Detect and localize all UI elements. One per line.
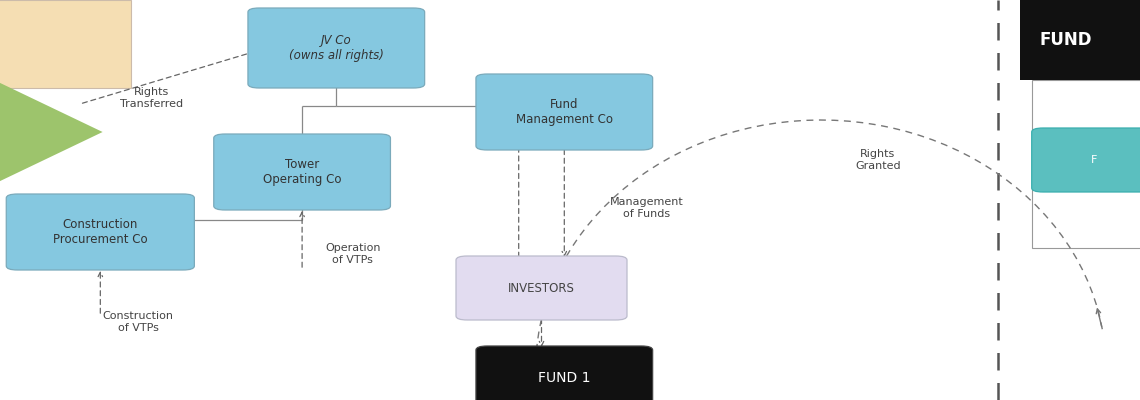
Text: Operation
of VTPs: Operation of VTPs [325,243,381,265]
Text: INVESTORS: INVESTORS [508,282,575,294]
Text: JV Co
(owns all rights): JV Co (owns all rights) [288,34,384,62]
Text: Construction
of VTPs: Construction of VTPs [103,311,173,333]
FancyBboxPatch shape [1032,128,1140,192]
Text: FUND 1: FUND 1 [538,371,591,385]
Text: F: F [1091,155,1098,165]
Text: Construction
Procurement Co: Construction Procurement Co [52,218,148,246]
Text: Management
of Funds: Management of Funds [610,197,684,219]
Bar [1032,80,1140,248]
Text: Fund
Management Co: Fund Management Co [515,98,613,126]
Text: Rights
Granted: Rights Granted [855,149,901,171]
Bar [0,0,131,88]
FancyBboxPatch shape [477,346,652,400]
FancyBboxPatch shape [456,256,627,320]
FancyBboxPatch shape [7,194,194,270]
Text: FUND: FUND [1040,31,1092,49]
FancyBboxPatch shape [247,8,424,88]
Polygon shape [0,72,103,192]
FancyBboxPatch shape [214,134,390,210]
Bar [1020,0,1140,80]
Text: Tower
Operating Co: Tower Operating Co [263,158,341,186]
Text: Rights
Transferred: Rights Transferred [120,87,182,109]
FancyBboxPatch shape [477,74,652,150]
